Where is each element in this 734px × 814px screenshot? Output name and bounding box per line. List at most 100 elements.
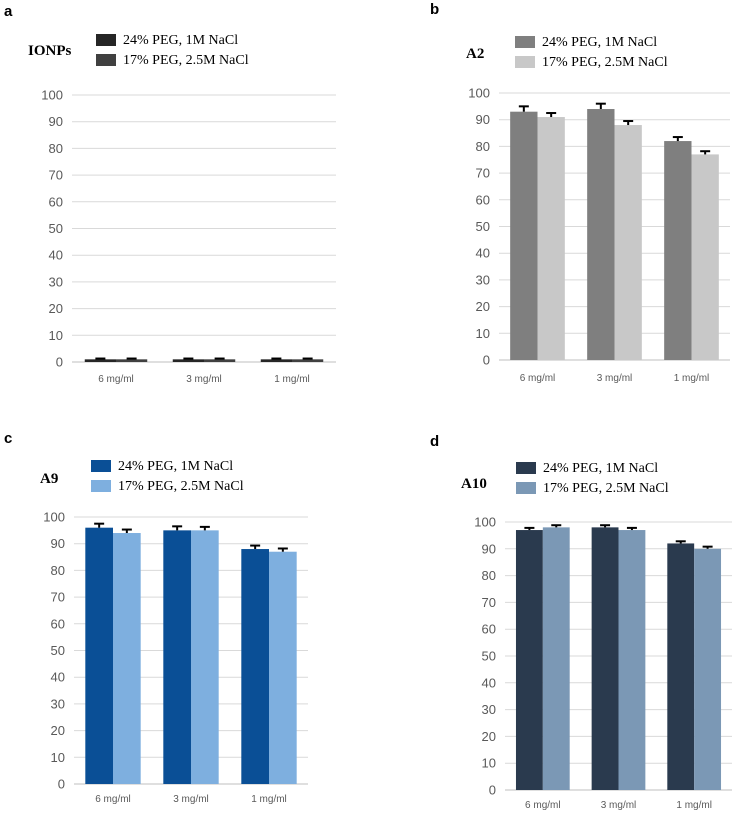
y-tick-label: 50 (51, 643, 65, 658)
bar (691, 154, 719, 360)
bar (591, 527, 619, 790)
panel-a: a IONPs 24% PEG, 1M NaCl 17% PEG, 2.5M NaC… (4, 3, 336, 385)
bar (618, 530, 646, 790)
bar (113, 533, 141, 784)
bar (116, 359, 148, 362)
x-tick-label: 6 mg/ml (98, 374, 134, 385)
y-tick-label: 40 (482, 675, 496, 690)
y-tick-label: 50 (49, 221, 63, 236)
y-tick-label: 60 (476, 192, 490, 207)
panel-letter-c: c (4, 430, 12, 447)
bar (292, 359, 324, 362)
y-tick-label: 30 (51, 696, 65, 711)
y-tick-label: 50 (482, 649, 496, 664)
panel-letter-d: d (430, 433, 439, 450)
y-tick-label: 20 (482, 729, 496, 744)
y-tick-label: 90 (51, 536, 65, 551)
y-tick-label: 30 (482, 702, 496, 717)
y-tick-label: 60 (482, 622, 496, 637)
legend-label: 17% PEG, 2.5M NaCl (118, 479, 244, 494)
legend-swatch (96, 34, 116, 46)
y-tick-label: 10 (51, 750, 65, 765)
legend-label: 24% PEG, 1M NaCl (542, 35, 657, 50)
x-tick-label: 1 mg/ml (674, 373, 710, 384)
y-tick-label: 50 (476, 219, 490, 234)
x-tick-label: 6 mg/ml (525, 800, 561, 811)
y-tick-label: 70 (482, 595, 496, 610)
bar (667, 543, 695, 790)
y-tick-label: 90 (482, 541, 496, 556)
bar (542, 527, 570, 790)
x-tick-label: 6 mg/ml (95, 794, 131, 805)
x-tick-label: 6 mg/ml (520, 373, 556, 384)
chart-title: A2 (466, 46, 484, 62)
bar (85, 527, 113, 784)
bar (241, 549, 269, 784)
y-tick-label: 100 (474, 515, 496, 530)
y-tick-label: 30 (49, 274, 63, 289)
x-tick-label: 3 mg/ml (173, 794, 209, 805)
bar (191, 530, 219, 784)
chart-title: A9 (40, 471, 58, 487)
bar (510, 111, 538, 360)
x-tick-label: 1 mg/ml (274, 374, 310, 385)
y-tick-label: 20 (49, 301, 63, 316)
bar (204, 359, 236, 362)
panel-letter-a: a (4, 3, 13, 20)
y-tick-label: 20 (51, 723, 65, 738)
y-tick-label: 0 (489, 783, 496, 798)
panel-b: b A2 24% PEG, 1M NaCl 17% PEG, 2.5M NaCl 0 1… (430, 1, 730, 384)
y-tick-label: 80 (49, 141, 63, 156)
chart-title: A10 (461, 476, 487, 492)
y-tick-label: 30 (476, 272, 490, 287)
x-tick-label: 1 mg/ml (676, 800, 712, 811)
bar (587, 109, 615, 361)
y-tick-label: 0 (56, 355, 63, 370)
legend-swatch (516, 462, 536, 474)
legend-swatch (515, 36, 535, 48)
y-tick-label: 90 (476, 112, 490, 127)
y-tick-label: 70 (476, 166, 490, 181)
y-tick-label: 0 (483, 353, 490, 368)
y-tick-label: 100 (43, 510, 65, 525)
y-tick-label: 80 (51, 563, 65, 578)
legend-label: 17% PEG, 2.5M NaCl (123, 53, 249, 68)
y-tick-label: 40 (49, 248, 63, 263)
panel-c: c A9 24% PEG, 1M NaCl 17% PEG, 2.5M NaCl 0 1… (4, 430, 308, 805)
y-tick-label: 100 (468, 86, 490, 101)
bar (269, 551, 297, 784)
bar (664, 141, 692, 360)
bar (163, 530, 191, 784)
y-tick-label: 0 (58, 777, 65, 792)
y-tick-label: 40 (476, 246, 490, 261)
x-tick-label: 1 mg/ml (251, 794, 287, 805)
legend-label: 24% PEG, 1M NaCl (118, 459, 233, 474)
bar (260, 359, 292, 362)
legend-swatch (91, 460, 111, 472)
bar (172, 359, 204, 362)
chart-title: IONPs (28, 43, 72, 59)
legend-label: 17% PEG, 2.5M NaCl (542, 55, 668, 70)
legend-label: 17% PEG, 2.5M NaCl (543, 481, 669, 496)
y-tick-label: 80 (476, 139, 490, 154)
legend-swatch (516, 482, 536, 494)
y-tick-label: 80 (482, 568, 496, 583)
legend-label: 24% PEG, 1M NaCl (123, 33, 238, 48)
y-tick-label: 20 (476, 299, 490, 314)
legend-swatch (515, 56, 535, 68)
bar (537, 117, 565, 360)
y-tick-label: 10 (482, 756, 496, 771)
bar (515, 530, 543, 790)
bar (614, 125, 642, 360)
legend-label: 24% PEG, 1M NaCl (543, 461, 658, 476)
legend-swatch (91, 480, 111, 492)
y-tick-label: 90 (49, 114, 63, 129)
y-tick-label: 100 (41, 88, 63, 103)
y-tick-label: 10 (49, 328, 63, 343)
legend-swatch (96, 54, 116, 66)
bar (694, 548, 722, 790)
bar (84, 359, 116, 362)
panel-d: d A10 24% PEG, 1M NaCl 17% PEG, 2.5M NaCl 0… (430, 433, 732, 811)
x-tick-label: 3 mg/ml (597, 373, 633, 384)
y-tick-label: 70 (49, 168, 63, 183)
